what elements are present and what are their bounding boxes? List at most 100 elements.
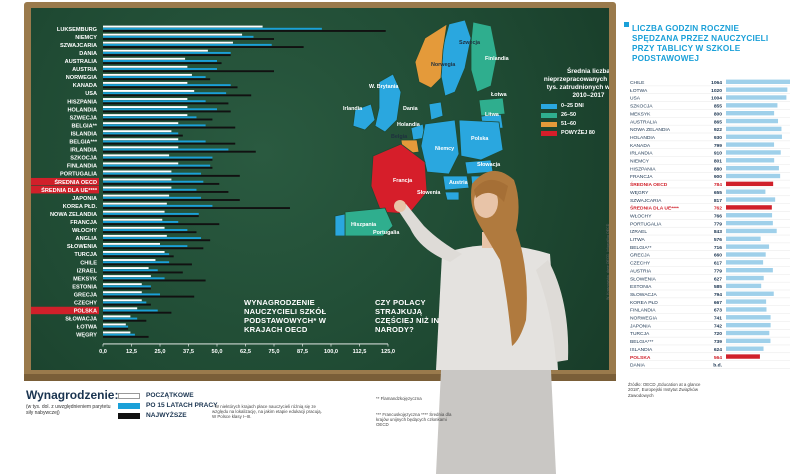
title-marker: [624, 22, 629, 27]
country-label: Holandia: [397, 122, 421, 128]
hours-value-label: 576: [714, 237, 722, 243]
highlight-band: [31, 186, 99, 194]
bar-pocz-tkowe: [103, 106, 188, 108]
graphic-credit: W. Krasnowska, dane OECD, Infografika OE…: [606, 223, 610, 300]
bar-najwy-sze: [103, 207, 290, 209]
country-norwegia: [414, 23, 448, 89]
bar-po-15-latach-pracy: [103, 180, 204, 183]
hours-value-label: 564: [714, 355, 722, 361]
hours-category-label: HISZPANIA: [630, 166, 656, 172]
bar-najwy-sze: [103, 319, 147, 322]
category-label: HOLANDIA: [67, 107, 97, 113]
map-legend-swatch: [541, 121, 557, 127]
highlight-band: [31, 177, 99, 186]
category-label: ŚREDNIA DLA UE****: [41, 187, 98, 194]
category-label: AUSTRALIA: [65, 59, 97, 65]
bar-najwy-sze: [103, 271, 183, 274]
bar-pocz-tkowe: [103, 114, 188, 117]
bar-najwy-sze: [103, 223, 220, 226]
x-tick-label: 37,5: [183, 349, 194, 355]
country-słowenia: [444, 191, 460, 201]
country-label: Belgia: [391, 134, 408, 140]
hours-value-label: 720: [714, 331, 722, 337]
hours-bar: [726, 260, 764, 265]
category-label: PORTUGALIA: [60, 172, 97, 178]
bar-pocz-tkowe: [103, 81, 188, 84]
bar-po-15-latach-pracy: [103, 204, 213, 207]
hours-category-label: SZKOCJA: [630, 104, 653, 110]
bar-po-15-latach-pracy: [103, 261, 170, 264]
hours-category-label: WĘGRY: [630, 190, 649, 196]
bar-po-15-latach-pracy: [103, 333, 135, 336]
hours-category-label: ŚREDNIA DLA UE****: [630, 205, 679, 212]
hours-bar: [726, 95, 787, 100]
category-label: GRECJA: [74, 292, 97, 298]
hours-category-label: DANIA: [630, 363, 646, 369]
hours-value-label: 766: [714, 213, 722, 219]
country-label: Irlandia: [343, 106, 363, 112]
bar-najwy-sze: [103, 239, 211, 242]
hours-value-label: 742: [714, 323, 722, 329]
hours-value-label: 900: [714, 174, 722, 180]
country-austria: [442, 175, 470, 191]
bar-pocz-tkowe: [103, 162, 179, 165]
hours-bar: [726, 103, 778, 108]
hours-bar: [726, 79, 790, 84]
hours-value-label: 739: [714, 339, 722, 345]
map-legend-item: 0–25 DNI: [541, 103, 609, 109]
hours-category-label: SŁOWENIA: [630, 276, 657, 282]
hours-category-label: FINLANDIA: [630, 308, 656, 314]
bar-najwy-sze: [103, 231, 197, 234]
category-label: BELGIA**: [72, 123, 98, 129]
map-legend: Średnia liczba nieprzepracowanych dni na…: [541, 68, 609, 136]
teacher-jacket: [436, 245, 558, 370]
hours-category-label: HOLANDIA: [630, 135, 656, 141]
hours-value-label: 779: [714, 221, 722, 227]
hours-value-label: 1020: [711, 88, 722, 94]
category-label: LUKSEMBURG: [57, 27, 97, 33]
legend-swatch-initial: [118, 392, 140, 399]
hours-bar: [726, 322, 771, 328]
bar-pocz-tkowe: [103, 122, 179, 125]
bar-po-15-latach-pracy: [103, 156, 213, 159]
category-label: IZRAEL: [77, 268, 98, 274]
hours-bar: [726, 268, 773, 273]
hours-bar: [726, 315, 771, 320]
bar-najwy-sze: [103, 247, 204, 250]
legend-label-initial: POCZĄTKOWE: [146, 392, 194, 399]
x-tick-label: 112,5: [353, 349, 367, 355]
category-label: ESTONIA: [72, 284, 97, 290]
bar-pocz-tkowe: [103, 41, 233, 44]
bar-pocz-tkowe: [103, 267, 149, 269]
bar-pocz-tkowe: [103, 283, 142, 286]
hours-bar: [726, 283, 762, 289]
bar-po-15-latach-pracy: [103, 60, 217, 62]
hours-bar: [726, 244, 770, 249]
category-label: FRANCJA: [70, 220, 97, 226]
bar-najwy-sze: [103, 62, 222, 65]
bar-pocz-tkowe: [103, 331, 131, 334]
footnote-3: *** Francuskojęzyczna **** Średnia dla k…: [376, 412, 452, 428]
bar-po-15-latach-pracy: [103, 108, 217, 111]
category-label: FINLANDIA: [67, 164, 97, 170]
bar-pocz-tkowe: [103, 299, 142, 302]
legend-swatch-after15: [118, 402, 140, 409]
salary-chart-title: WYNAGRODZENIE NAUCZYCIELI SZKÓŁ PODSTAWO…: [244, 298, 327, 334]
country-label: Łotwa: [491, 92, 508, 98]
bar-po-15-latach-pracy: [103, 301, 147, 304]
teaching-hours-chart: CHILE 1064 ŁOTWA 1020 USA 1004 SZKOCJA 855 MEKSY…: [630, 79, 790, 369]
hours-bar: [726, 142, 775, 147]
hours-value-label: 910: [714, 151, 722, 157]
bar-po-15-latach-pracy: [103, 269, 158, 272]
hours-bar: [726, 150, 781, 155]
bar-najwy-sze: [103, 46, 304, 48]
teacher-arm-right: [536, 260, 569, 362]
hours-value-label: 800: [714, 111, 722, 117]
country-label: Finlandia: [485, 56, 510, 62]
category-label: ŁOTWA: [77, 325, 97, 331]
bar-po-15-latach-pracy: [103, 188, 197, 191]
country-label: W. Brytania: [369, 84, 399, 90]
category-label: SZWECJA: [70, 115, 97, 121]
hours-category-label: ESTONIA: [630, 284, 652, 290]
bar-pocz-tkowe: [103, 170, 172, 173]
